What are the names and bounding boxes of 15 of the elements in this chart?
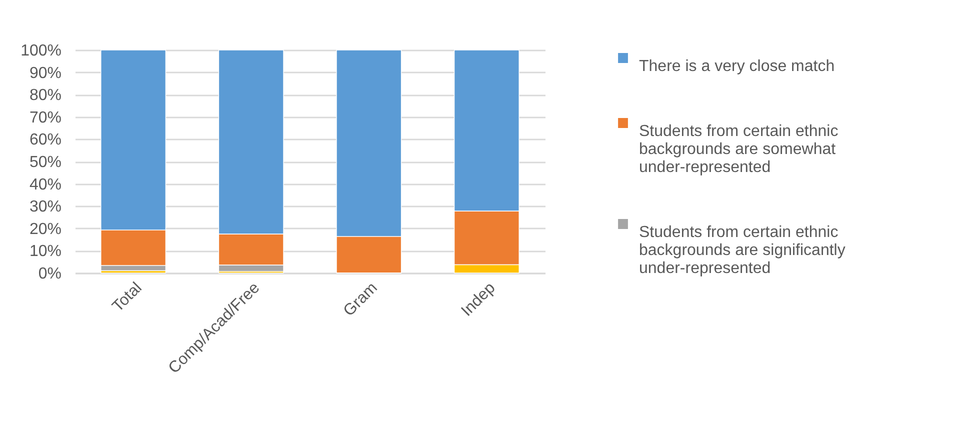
y-tick-label: 0% xyxy=(38,266,62,282)
legend-label: There is a very close match xyxy=(639,58,835,75)
y-tick-label: 40% xyxy=(29,176,62,194)
y-tick-label: 100% xyxy=(20,42,62,60)
y-tick-label: 20% xyxy=(29,220,62,238)
bar xyxy=(100,270,166,274)
y-tick-label: 90% xyxy=(29,64,62,82)
y-tick-label: 80% xyxy=(29,87,62,104)
y-tick-label: 50% xyxy=(29,154,62,171)
legend-label: Students from certain ethnic backgrounds are somewhat under-represented xyxy=(639,123,838,176)
legend-label: Students from certain ethnic backgrounds are significantly under-represented xyxy=(639,224,846,277)
y-tick-label: 30% xyxy=(29,198,62,216)
y-tick-label: 70% xyxy=(29,109,62,126)
y-tick-label: 60% xyxy=(29,132,62,149)
y-tick-label: 10% xyxy=(29,243,62,260)
